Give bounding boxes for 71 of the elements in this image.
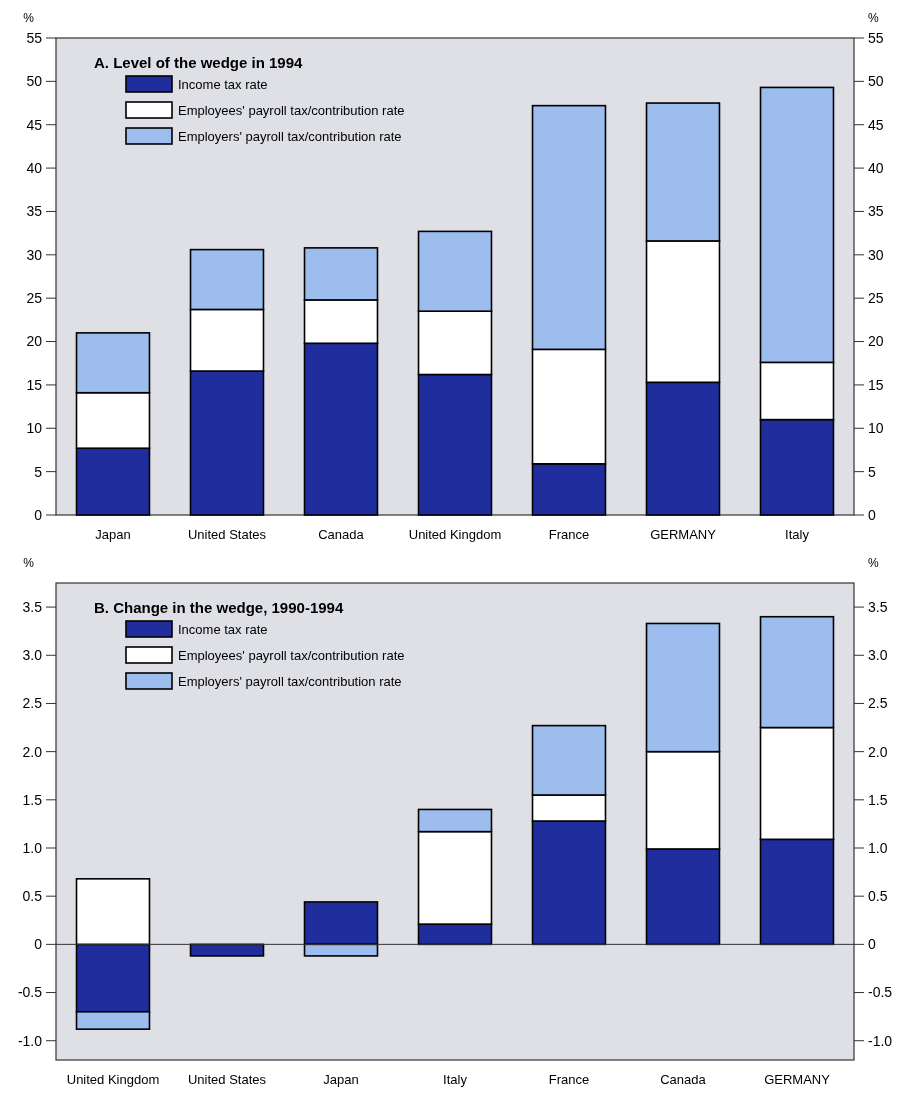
y-axis-title: % — [23, 11, 35, 25]
x-tick-label: France — [548, 1072, 590, 1087]
y2-tick-label: 40 — [868, 159, 884, 176]
y2-tick-label: 5 — [868, 463, 876, 480]
text: A. Level of the wedge in 1994 — [94, 54, 304, 71]
y2-axis-title: % — [868, 556, 879, 570]
legend-label: Employees' payroll tax/contribution rate — [178, 102, 405, 118]
y-tick-label: 35 — [26, 203, 43, 220]
y-tick-label: 55 — [26, 29, 43, 46]
y2-tick-label: -1.0 — [868, 1032, 893, 1049]
y-tick-label: 0 — [34, 936, 43, 953]
x-tick-label: France — [548, 527, 590, 542]
legend-label: Employers' payroll tax/contribution rate — [178, 673, 402, 689]
y-tick-label: 15 — [26, 376, 43, 393]
y2-tick-label: 0.5 — [868, 888, 888, 905]
y2-tick-label: 1.5 — [868, 791, 888, 808]
text: B. Change in the wedge, 1990-1994 — [94, 599, 344, 616]
y-tick-label: 1.5 — [22, 791, 43, 808]
y-tick-label: 5 — [34, 463, 43, 480]
x-tick-label: GERMANY — [764, 1072, 831, 1087]
y-tick-label: 2.0 — [22, 743, 43, 760]
legend-label: Income tax rate — [178, 621, 268, 637]
y2-tick-label: -0.5 — [868, 984, 893, 1001]
y-tick-label: 50 — [26, 73, 43, 90]
x-tick-label: United Kingdom — [408, 527, 502, 542]
y2-tick-label: 10 — [868, 420, 884, 437]
y2-tick-label: 55 — [868, 29, 884, 46]
x-tick-label: Italy — [785, 527, 810, 542]
x-tick-label: United States — [187, 1072, 267, 1087]
y-tick-label: -0.5 — [17, 984, 43, 1001]
y2-tick-label: 1.0 — [868, 839, 888, 856]
y-tick-label: 45 — [26, 116, 43, 133]
y-tick-label: 3.5 — [22, 598, 43, 615]
y-tick-label: 3.0 — [22, 647, 43, 664]
legend-label: Income tax rate — [178, 76, 268, 92]
y2-tick-label: 30 — [868, 246, 884, 263]
x-tick-label: Japan — [323, 1072, 359, 1087]
y2-tick-label: 0 — [868, 936, 876, 953]
legend-label: Employers' payroll tax/contribution rate — [178, 128, 402, 144]
bar — [189, 943, 265, 957]
x-tick-label: United States — [187, 527, 267, 542]
y-tick-label: -1.0 — [17, 1032, 43, 1049]
y2-tick-label: 35 — [868, 203, 884, 220]
y2-tick-label: 50 — [868, 73, 884, 90]
y2-tick-label: 25 — [868, 290, 884, 307]
x-tick-label: Italy — [443, 1072, 468, 1087]
x-tick-label: Canada — [318, 527, 365, 542]
y2-tick-label: 45 — [868, 116, 884, 133]
y2-axis-title: % — [868, 11, 879, 25]
y-axis-title: % — [23, 556, 35, 570]
y2-tick-label: 3.5 — [868, 598, 888, 615]
y-tick-label: 25 — [26, 290, 43, 307]
x-tick-label: United Kingdom — [66, 1072, 160, 1087]
y-tick-label: 20 — [26, 333, 43, 350]
y2-tick-label: 15 — [868, 376, 884, 393]
y2-tick-label: 20 — [868, 333, 884, 350]
y-tick-label: 30 — [26, 246, 43, 263]
y-tick-label: 40 — [26, 159, 43, 176]
x-tick-label: Canada — [660, 1072, 707, 1087]
y-tick-label: 0 — [34, 506, 43, 523]
y2-tick-label: 0 — [868, 506, 876, 523]
legend-label: Employees' payroll tax/contribution rate — [178, 647, 405, 663]
y2-tick-label: 2.5 — [868, 695, 888, 712]
y-tick-label: 10 — [26, 420, 43, 437]
x-tick-label: Japan — [95, 527, 131, 542]
y-tick-label: 1.0 — [22, 839, 43, 856]
y-tick-label: 0.5 — [22, 888, 43, 905]
y-tick-label: 2.5 — [22, 695, 43, 712]
y2-tick-label: 3.0 — [868, 647, 888, 664]
y2-tick-label: 2.0 — [868, 743, 888, 760]
x-tick-label: GERMANY — [650, 527, 717, 542]
